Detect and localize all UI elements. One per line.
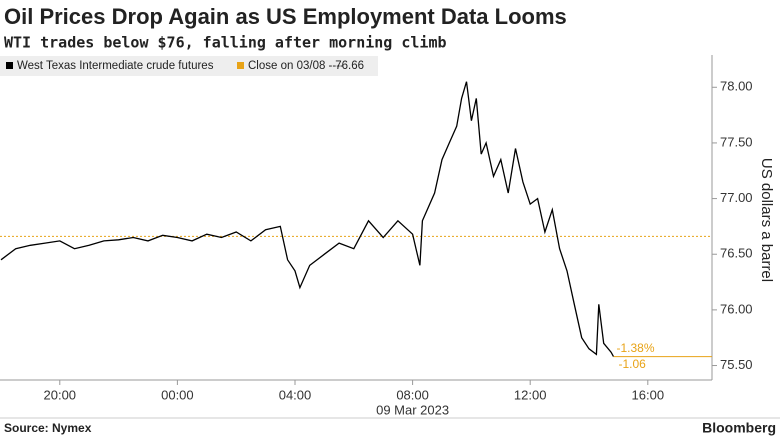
annotation: -1.38% [617, 341, 655, 355]
x-tick-label: 08:00 [396, 387, 429, 402]
x-tick-label: 20:00 [44, 387, 77, 402]
y-axis-label: US dollars a barrel [758, 158, 775, 282]
legend-label: West Texas Intermediate crude futures [17, 60, 214, 72]
x-tick-label: 12:00 [514, 387, 547, 402]
y-tick-label: 77.50 [720, 134, 753, 149]
legend-swatch [6, 62, 13, 69]
price-line [0, 81, 615, 357]
y-tick-label: 76.50 [720, 246, 753, 261]
x-tick-label: 16:00 [632, 387, 665, 402]
y-tick-label: 77.00 [720, 190, 753, 205]
y-tick-label: 76.00 [720, 301, 753, 316]
legend-value: 76.66 [335, 60, 364, 72]
x-date-label: 09 Mar 2023 [376, 402, 449, 417]
legend-label: Close on 03/08 ---- [248, 60, 344, 72]
chart-title: Oil Prices Drop Again as US Employment D… [4, 4, 567, 29]
chart-subtitle: WTI trades below $76, falling after morn… [4, 34, 447, 52]
x-tick-label: 04:00 [279, 387, 312, 402]
y-tick-label: 78.00 [720, 79, 753, 94]
annotation: -1.06 [619, 357, 647, 371]
y-tick-label: 75.50 [720, 357, 753, 372]
source: Source: Nymex [4, 421, 92, 435]
legend-box [0, 56, 378, 76]
legend-swatch [237, 62, 244, 69]
x-tick-label: 00:00 [161, 387, 194, 402]
brand: Bloomberg [702, 420, 776, 436]
